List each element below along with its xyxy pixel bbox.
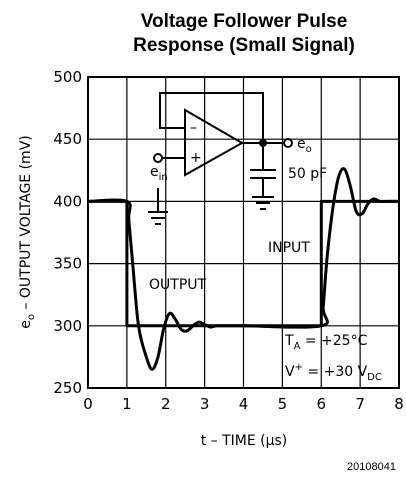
series-output-line [87, 167, 399, 371]
y-tick-labels: 250 300 350 400 450 500 [53, 68, 82, 397]
capacitor-ground-symbol [252, 178, 274, 210]
load-capacitor-label: 50 pF [288, 166, 327, 182]
input-label: INPUT [268, 240, 310, 256]
input-terminal-label: ein [150, 164, 168, 183]
x-tick-label: 2 [161, 395, 171, 413]
series [87, 167, 399, 371]
x-tick-label: 5 [278, 395, 288, 413]
chart-title-line-2: Response (Small Signal) [133, 35, 355, 56]
output-terminal-label: eo [297, 136, 312, 155]
input-ground-symbol [148, 188, 168, 225]
x-tick-label: 0 [83, 395, 93, 413]
plot-frame [87, 76, 400, 389]
y-tick-label: 500 [53, 68, 82, 86]
output-label: OUTPUT [149, 277, 207, 293]
temperature-label: TA = +25°C [284, 333, 368, 352]
load-capacitor-symbol [250, 169, 276, 179]
op-amp-inverting-sign: – [190, 120, 197, 136]
output-terminal [283, 138, 293, 148]
y-tick-label: 300 [53, 317, 82, 335]
x-tick-labels: 0 1 2 3 4 5 6 7 8 [83, 395, 404, 413]
y-tick-label: 400 [53, 192, 82, 210]
x-tick-label: 6 [316, 395, 326, 413]
y-axis-label: eo – OUTPUT VOLTAGE (mV) [18, 135, 37, 328]
y-tick-label: 250 [53, 379, 82, 397]
op-amp-noninverting-sign: + [190, 150, 202, 166]
x-tick-label: 7 [355, 395, 365, 413]
y-tick-label: 350 [53, 255, 82, 273]
figure-code: 20108041 [347, 461, 396, 473]
op-amp-symbol [184, 108, 245, 177]
x-tick-label: 8 [394, 395, 404, 413]
chart-title-line-1: Voltage Follower Pulse [141, 11, 348, 32]
x-tick-label: 4 [239, 395, 249, 413]
x-tick-label: 3 [200, 395, 210, 413]
voltage-follower-schematic: – + eo ein 50 pF [148, 92, 327, 225]
feedback-wire [159, 92, 264, 143]
x-tick-label: 1 [122, 395, 132, 413]
input-terminal [153, 153, 163, 163]
y-tick-label: 450 [53, 130, 82, 148]
x-axis-label: t – TIME (μs) [201, 433, 288, 449]
supply-voltage-label: V+ = +30 VDC [285, 362, 382, 383]
